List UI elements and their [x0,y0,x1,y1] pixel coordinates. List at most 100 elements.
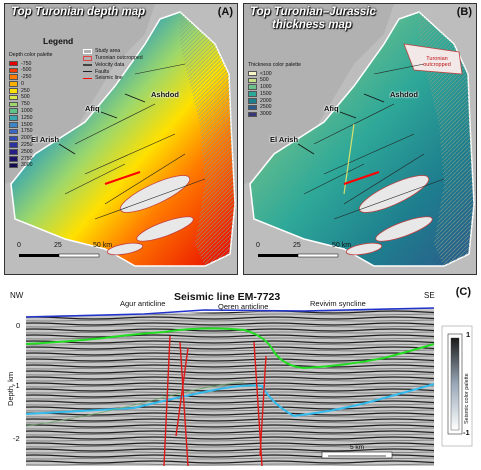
thickness-palette-swatch [248,84,257,90]
outcrop-area [375,216,433,242]
legend-item-label: Seismic line [95,75,123,82]
thickness-map-graphic [244,4,476,274]
depth-palette-label: -250 [21,74,32,81]
depth-palette-row: 1000 [9,108,53,115]
scale-mid: 25 [293,242,301,249]
seismic-colorbar [450,337,460,431]
thickness-palette-label: 2500 [260,104,272,111]
el-arish-pointer [58,143,76,155]
seismic-scale-label: 5 km [350,444,365,451]
thickness-palette-label: 500 [260,77,269,84]
legend-item-symbol [83,64,92,66]
qeren-anticline-label: Qeren anticline [218,302,269,311]
thickness-palette-swatch [248,70,257,77]
depth-palette-label: -500 [21,67,32,74]
scale-mid: 25 [54,242,62,249]
legend-item: Velocity data [83,62,143,69]
depth-palette-row: 3000 [9,162,53,169]
depth-palette-label: 0 [21,80,24,87]
depth-map-graphic [5,4,237,274]
study-area [249,11,475,267]
depth-palette-row: -250 [9,74,53,81]
legend-title: Legend [43,36,74,46]
depth-palette-label: 1000 [21,108,33,115]
thickness-palette-row: 1500 [248,91,301,98]
scale-zero: 0 [17,242,21,249]
thickness-palette-label: 1500 [260,90,272,97]
depth-palette-swatch [9,122,18,128]
thickness-palette-label: <100 [260,70,272,77]
thickness-palette-swatch [248,111,257,118]
thickness-palette-swatch [248,77,257,84]
depth-palette-swatch [9,74,18,80]
depth-palette-label: 1750 [21,128,33,135]
depth-palette-swatch [9,60,18,67]
thickness-map-title: Top Turonian–Jurassic thickness map [250,6,376,32]
se-label: SE [424,291,435,300]
depth-palette-row: -750 [9,60,53,67]
legend-item: Faults [83,68,143,75]
seismic-section-panel: NW SE Seismic line EM-7723 (C) Agur anti… [4,286,477,467]
depth-tick-2: -2 [13,434,20,443]
depth-palette-row: 1250 [9,115,53,122]
depth-palette-label: 500 [21,94,30,101]
thickness-palette-label: 3000 [260,111,272,118]
ashdod-pointer [124,93,146,103]
colorbar-bottom-label: -1 [463,428,470,437]
depth-palette-row: 2000 [9,135,53,142]
seismic-scale-box [321,451,393,459]
seismic-line [104,171,141,185]
city-el-arish: El Arish [270,135,299,144]
thickness-palette-row: <100 [248,70,301,77]
depth-map-title: Top Turonian depth map [11,6,146,18]
depth-palette-swatch [9,67,18,74]
outcrop-area [345,242,383,256]
jurassic-horizon [25,383,435,418]
seismic-section-graphic [25,307,473,467]
depth-palette-row: 0 [9,81,53,88]
depth-palette-swatch [9,149,18,155]
colorbar-top-label: 1 [466,330,471,339]
depth-palette-row: 2750 [9,155,53,162]
depth-palette-row: 500 [9,94,53,101]
revivim-syncline-label: Revivim syncline [310,299,366,308]
depth-map-panel: Top Turonian depth map (A) Legend Depth … [4,3,238,275]
legend-item-symbol [83,71,92,73]
depth-palette-swatch [9,101,18,108]
city-ashdod: Ashdod [151,90,179,99]
thickness-palette-swatch [248,98,257,104]
depth-palette-swatch [9,94,18,101]
top-turonian-horizon [25,327,435,370]
city-el-arish: El Arish [31,135,60,144]
legend-item: Turonian outcropped [83,55,143,62]
turonian-outcrop-label: Turonian outcropped [423,56,451,69]
depth-palette-row: 2250 [9,142,53,149]
city-ashdod: Ashdod [390,90,418,99]
thickness-palette-label: 2000 [260,97,272,104]
thickness-palette-swatch [248,91,257,97]
depth-palette-swatch [9,128,18,135]
seismic-line [343,171,380,185]
thickness-palette-row: 500 [248,77,301,84]
nw-label: NW [10,291,24,300]
agur-anticline-label: Agur anticline [120,299,166,308]
depth-palette-label: 250 [21,87,30,94]
scale-bar-segment [58,253,100,258]
outcrop-area [136,216,194,242]
depth-palette-swatch [9,81,18,87]
depth-palette-row: 1750 [9,128,53,135]
panel-letter-b: (B) [456,6,472,18]
thickness-title-line1: Top Turonian–Jurassic [250,6,376,18]
thickness-palette-row: 1000 [248,84,301,91]
legend-item-symbol [83,48,92,54]
map-legend-items: Study area Turonian outcropped Velocity da… [83,48,143,82]
depth-palette-label: 2250 [21,142,33,149]
legend-item: Study area [83,48,143,55]
depth-tick-0: 0 [16,321,21,330]
depth-palette-row: 250 [9,87,53,94]
city-afiq: Afiq [85,104,100,113]
thickness-palette-swatch [248,104,257,111]
depth-palette-label: 1250 [21,114,33,121]
thickness-map-panel: Top Turonian–Jurassic thickness map (B) … [243,3,477,275]
thickness-palette-title: Thickness color palette [248,62,302,68]
